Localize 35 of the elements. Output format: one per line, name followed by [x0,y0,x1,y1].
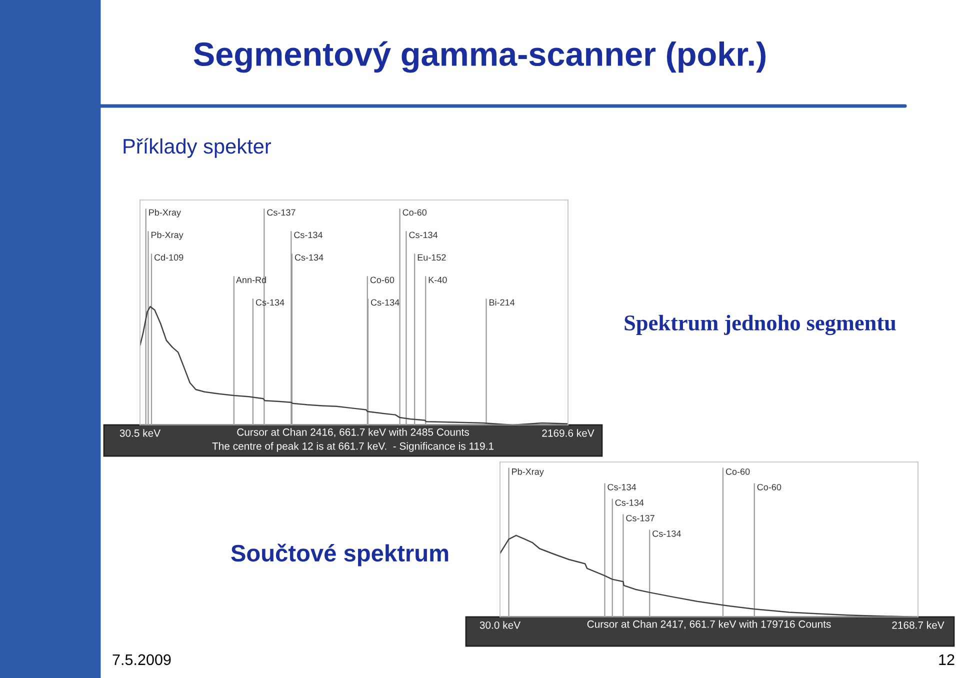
ref-line-label: Co-60 [402,209,427,216]
ref-line-label: Pb-Xray [512,468,544,477]
text: Cursor at Chan 2417, 661.7 keV with 179716 Counts [587,620,831,630]
ref-line-label: Eu-152 [418,254,446,261]
ref-line-label: Pb-Xray [149,209,181,218]
text: Cursor at Chan 2416, 661.7 keV with 2485 Counts [237,428,470,438]
ref-line-label: Ann-Rd [236,276,266,284]
ref-line-label: K-40 [428,276,447,284]
x-tick-label: 2169.6 keV [542,429,594,437]
x-tick-label: 30.0 keV [480,621,521,629]
chart-title: Součtové spektrum [231,544,448,566]
ref-line-label: Cs-137 [626,514,654,522]
ref-line-label: Cs-134 [256,299,284,306]
text: 7.5.2009 [112,654,171,666]
chart-subtitle: Příklady spekter [124,138,272,158]
ref-line-label: Cs-134 [294,254,324,261]
ref-line-label: Cs-137 [267,209,296,216]
ref-line-label: Co-60 [757,484,782,490]
x-tick-label: 2168.7 keV [892,621,944,629]
ref-line-label: Cs-134 [608,484,636,490]
ref-line-label: Cs-134 [409,232,438,238]
x-tick-label: 30.5 keV [120,429,161,437]
ref-line-label: Co-60 [370,276,394,284]
ref-line-label: Pb-Xray [151,232,184,240]
ref-line-label: Cs-134 [370,299,400,306]
text: Spektrum jednoho segmentu [624,314,896,336]
text: 12 [939,654,954,665]
chart-title: Segmentový gamma-scanner (pokr.) [194,41,766,73]
ref-line-label: Cs-134 [294,232,323,238]
ref-line-label: Cd-109 [154,254,184,261]
ref-line-label: Bi-214 [489,299,515,306]
ref-line-label: Co-60 [726,468,750,475]
ref-line-label: Cs-134 [615,499,644,506]
text: The centre of peak 12 is at 661.7 keV. - Significance is 119.1 [212,442,494,452]
ref-line-label: Cs-134 [652,530,681,537]
